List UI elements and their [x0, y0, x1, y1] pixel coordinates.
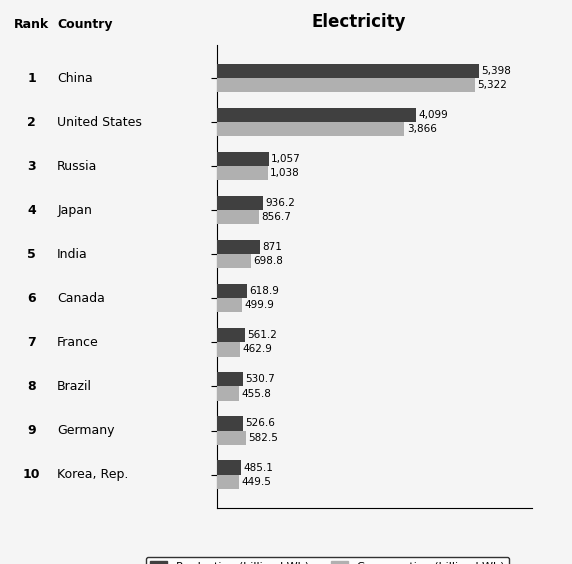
Text: Electricity: Electricity [312, 13, 406, 31]
Text: China: China [57, 72, 93, 85]
Text: 856.7: 856.7 [261, 212, 291, 222]
Text: 1,057: 1,057 [271, 154, 301, 164]
Bar [217, 386, 240, 400]
Text: 3: 3 [27, 160, 36, 173]
Text: 1: 1 [27, 72, 36, 85]
Text: 582.5: 582.5 [248, 433, 278, 443]
Bar [217, 122, 404, 136]
Text: 5: 5 [27, 248, 36, 261]
Bar [217, 240, 260, 254]
Bar [217, 328, 244, 342]
Bar [217, 166, 268, 180]
Bar [217, 474, 239, 488]
Text: 3,866: 3,866 [407, 124, 437, 134]
Text: 561.2: 561.2 [247, 331, 277, 341]
Bar [217, 152, 268, 166]
Text: 462.9: 462.9 [242, 345, 272, 355]
Text: 8: 8 [27, 380, 36, 393]
Bar [217, 210, 259, 224]
Text: 698.8: 698.8 [253, 257, 284, 266]
Text: 1,038: 1,038 [270, 168, 300, 178]
Text: 9: 9 [27, 424, 36, 437]
Text: 5,398: 5,398 [481, 66, 511, 76]
Text: 10: 10 [23, 468, 40, 481]
Bar [217, 64, 479, 78]
Text: 936.2: 936.2 [265, 198, 295, 208]
Text: Korea, Rep.: Korea, Rep. [57, 468, 129, 481]
Text: Russia: Russia [57, 160, 98, 173]
Text: France: France [57, 336, 99, 349]
Text: Canada: Canada [57, 292, 105, 305]
Text: 6: 6 [27, 292, 36, 305]
Text: India: India [57, 248, 88, 261]
Text: 5,322: 5,322 [478, 80, 507, 90]
Text: 499.9: 499.9 [244, 301, 274, 310]
Text: 455.8: 455.8 [242, 389, 272, 399]
Bar [217, 196, 263, 210]
Text: 2: 2 [27, 116, 36, 129]
Bar [217, 284, 247, 298]
Legend: Production (billion kWh), Consumption (billion kWh): Production (billion kWh), Consumption (b… [146, 557, 509, 564]
Text: 4: 4 [27, 204, 36, 217]
Bar [217, 342, 240, 356]
Text: 530.7: 530.7 [245, 374, 275, 385]
Text: 618.9: 618.9 [250, 287, 280, 296]
Bar [217, 372, 243, 386]
Bar [217, 416, 243, 430]
Bar [217, 460, 241, 474]
Text: Germany: Germany [57, 424, 115, 437]
Text: 4,099: 4,099 [418, 110, 448, 120]
Text: 449.5: 449.5 [241, 477, 271, 487]
Bar [217, 108, 416, 122]
Bar [217, 298, 241, 312]
Text: Brazil: Brazil [57, 380, 92, 393]
Bar [217, 254, 251, 268]
Text: 871: 871 [262, 243, 282, 252]
Text: Japan: Japan [57, 204, 92, 217]
Text: 7: 7 [27, 336, 36, 349]
Text: 526.6: 526.6 [245, 418, 275, 429]
Bar [217, 430, 245, 444]
Text: Rank: Rank [14, 18, 49, 31]
Bar [217, 78, 475, 92]
Text: 485.1: 485.1 [243, 462, 273, 473]
Text: United States: United States [57, 116, 142, 129]
Text: Country: Country [57, 18, 113, 31]
